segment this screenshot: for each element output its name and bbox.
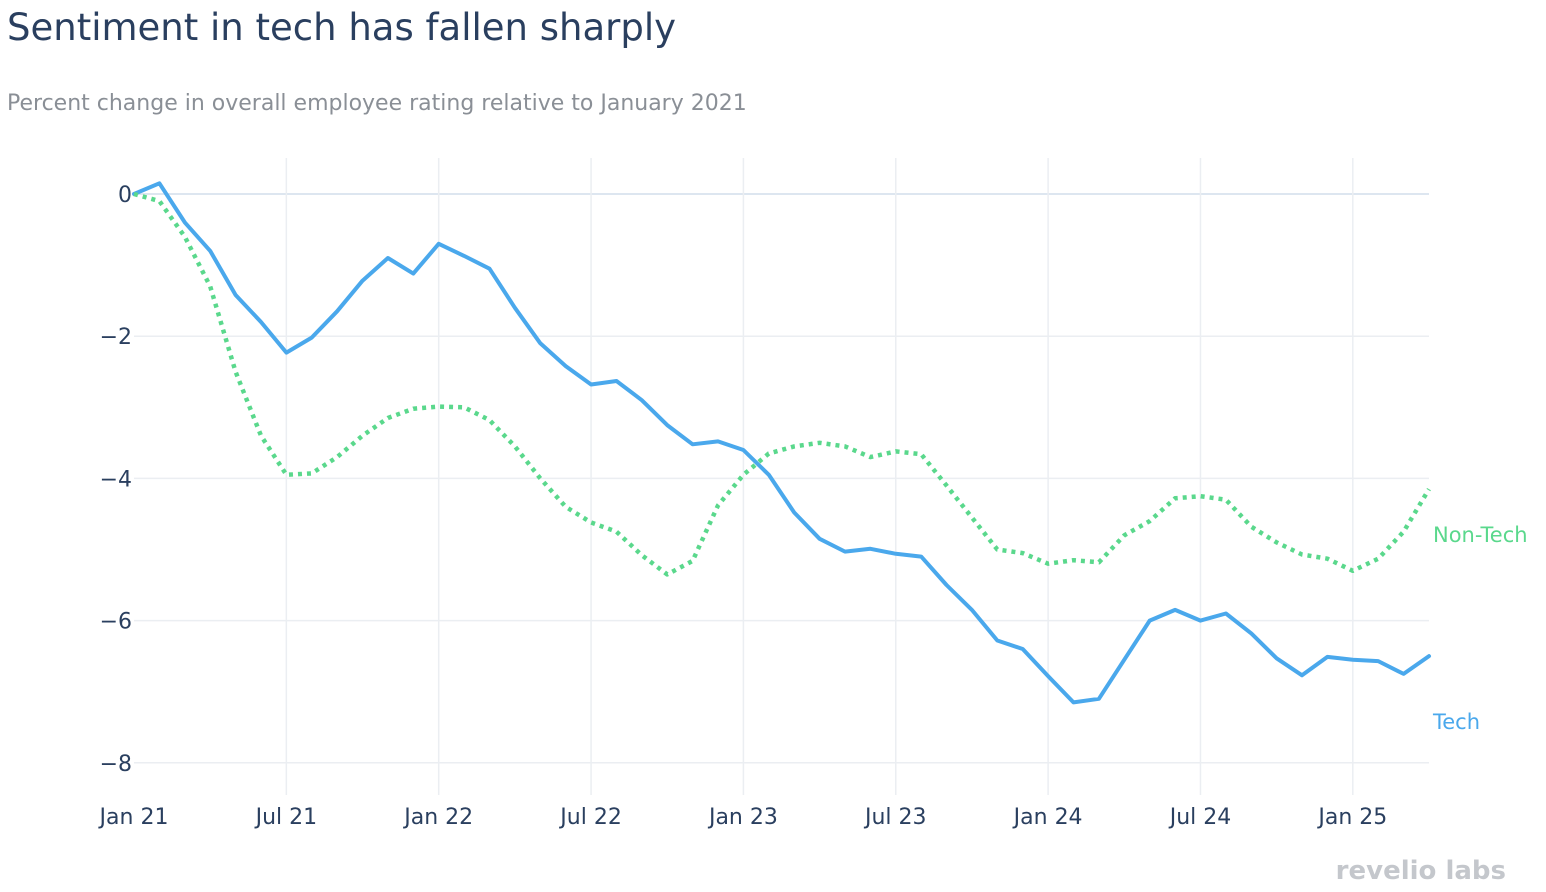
x-tick-label: Jan 23 bbox=[707, 805, 778, 830]
series-label-tech: Tech bbox=[1432, 710, 1480, 734]
axis-labels: 0 −2 −4 −6 −8 Jan 21 Jul 21 Jan 22 Jul 22 Jan 23 J… bbox=[98, 183, 1528, 830]
y-tick-label: −8 bbox=[100, 752, 132, 777]
x-tick-label: Jan 21 bbox=[98, 805, 169, 830]
x-tick-label: Jul 23 bbox=[863, 805, 927, 830]
x-tick-label: Jul 24 bbox=[1168, 805, 1232, 830]
x-tick-label: Jan 24 bbox=[1012, 805, 1083, 830]
y-tick-label: 0 bbox=[118, 183, 132, 208]
x-tick-label: Jul 22 bbox=[558, 805, 622, 830]
y-tick-label: −4 bbox=[100, 467, 132, 492]
grid bbox=[134, 158, 1429, 795]
series-lines bbox=[132, 181, 1431, 705]
revelio-labs-logo: revelio labs bbox=[1335, 856, 1506, 886]
y-tick-label: −6 bbox=[100, 610, 132, 635]
chart-title: Sentiment in tech has fallen sharply bbox=[7, 6, 676, 49]
series-line-tech bbox=[132, 181, 1431, 705]
x-tick-label: Jan 25 bbox=[1316, 805, 1387, 830]
x-tick-label: Jul 21 bbox=[254, 805, 318, 830]
chart-subtitle: Percent change in overall employee ratin… bbox=[7, 91, 747, 116]
x-tick-label: Jan 22 bbox=[402, 805, 473, 830]
series-label-non-tech: Non-Tech bbox=[1433, 523, 1528, 547]
series-line-non-tech bbox=[133, 191, 1431, 577]
y-tick-label: −2 bbox=[100, 325, 132, 350]
